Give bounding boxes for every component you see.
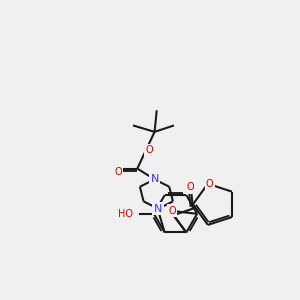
- Text: N: N: [154, 204, 162, 214]
- Text: HO: HO: [118, 209, 133, 219]
- Text: N: N: [150, 174, 159, 184]
- Text: O: O: [186, 182, 194, 192]
- Text: O: O: [168, 206, 176, 216]
- Text: O: O: [206, 179, 214, 189]
- Text: O: O: [114, 167, 122, 176]
- Text: O: O: [145, 145, 153, 155]
